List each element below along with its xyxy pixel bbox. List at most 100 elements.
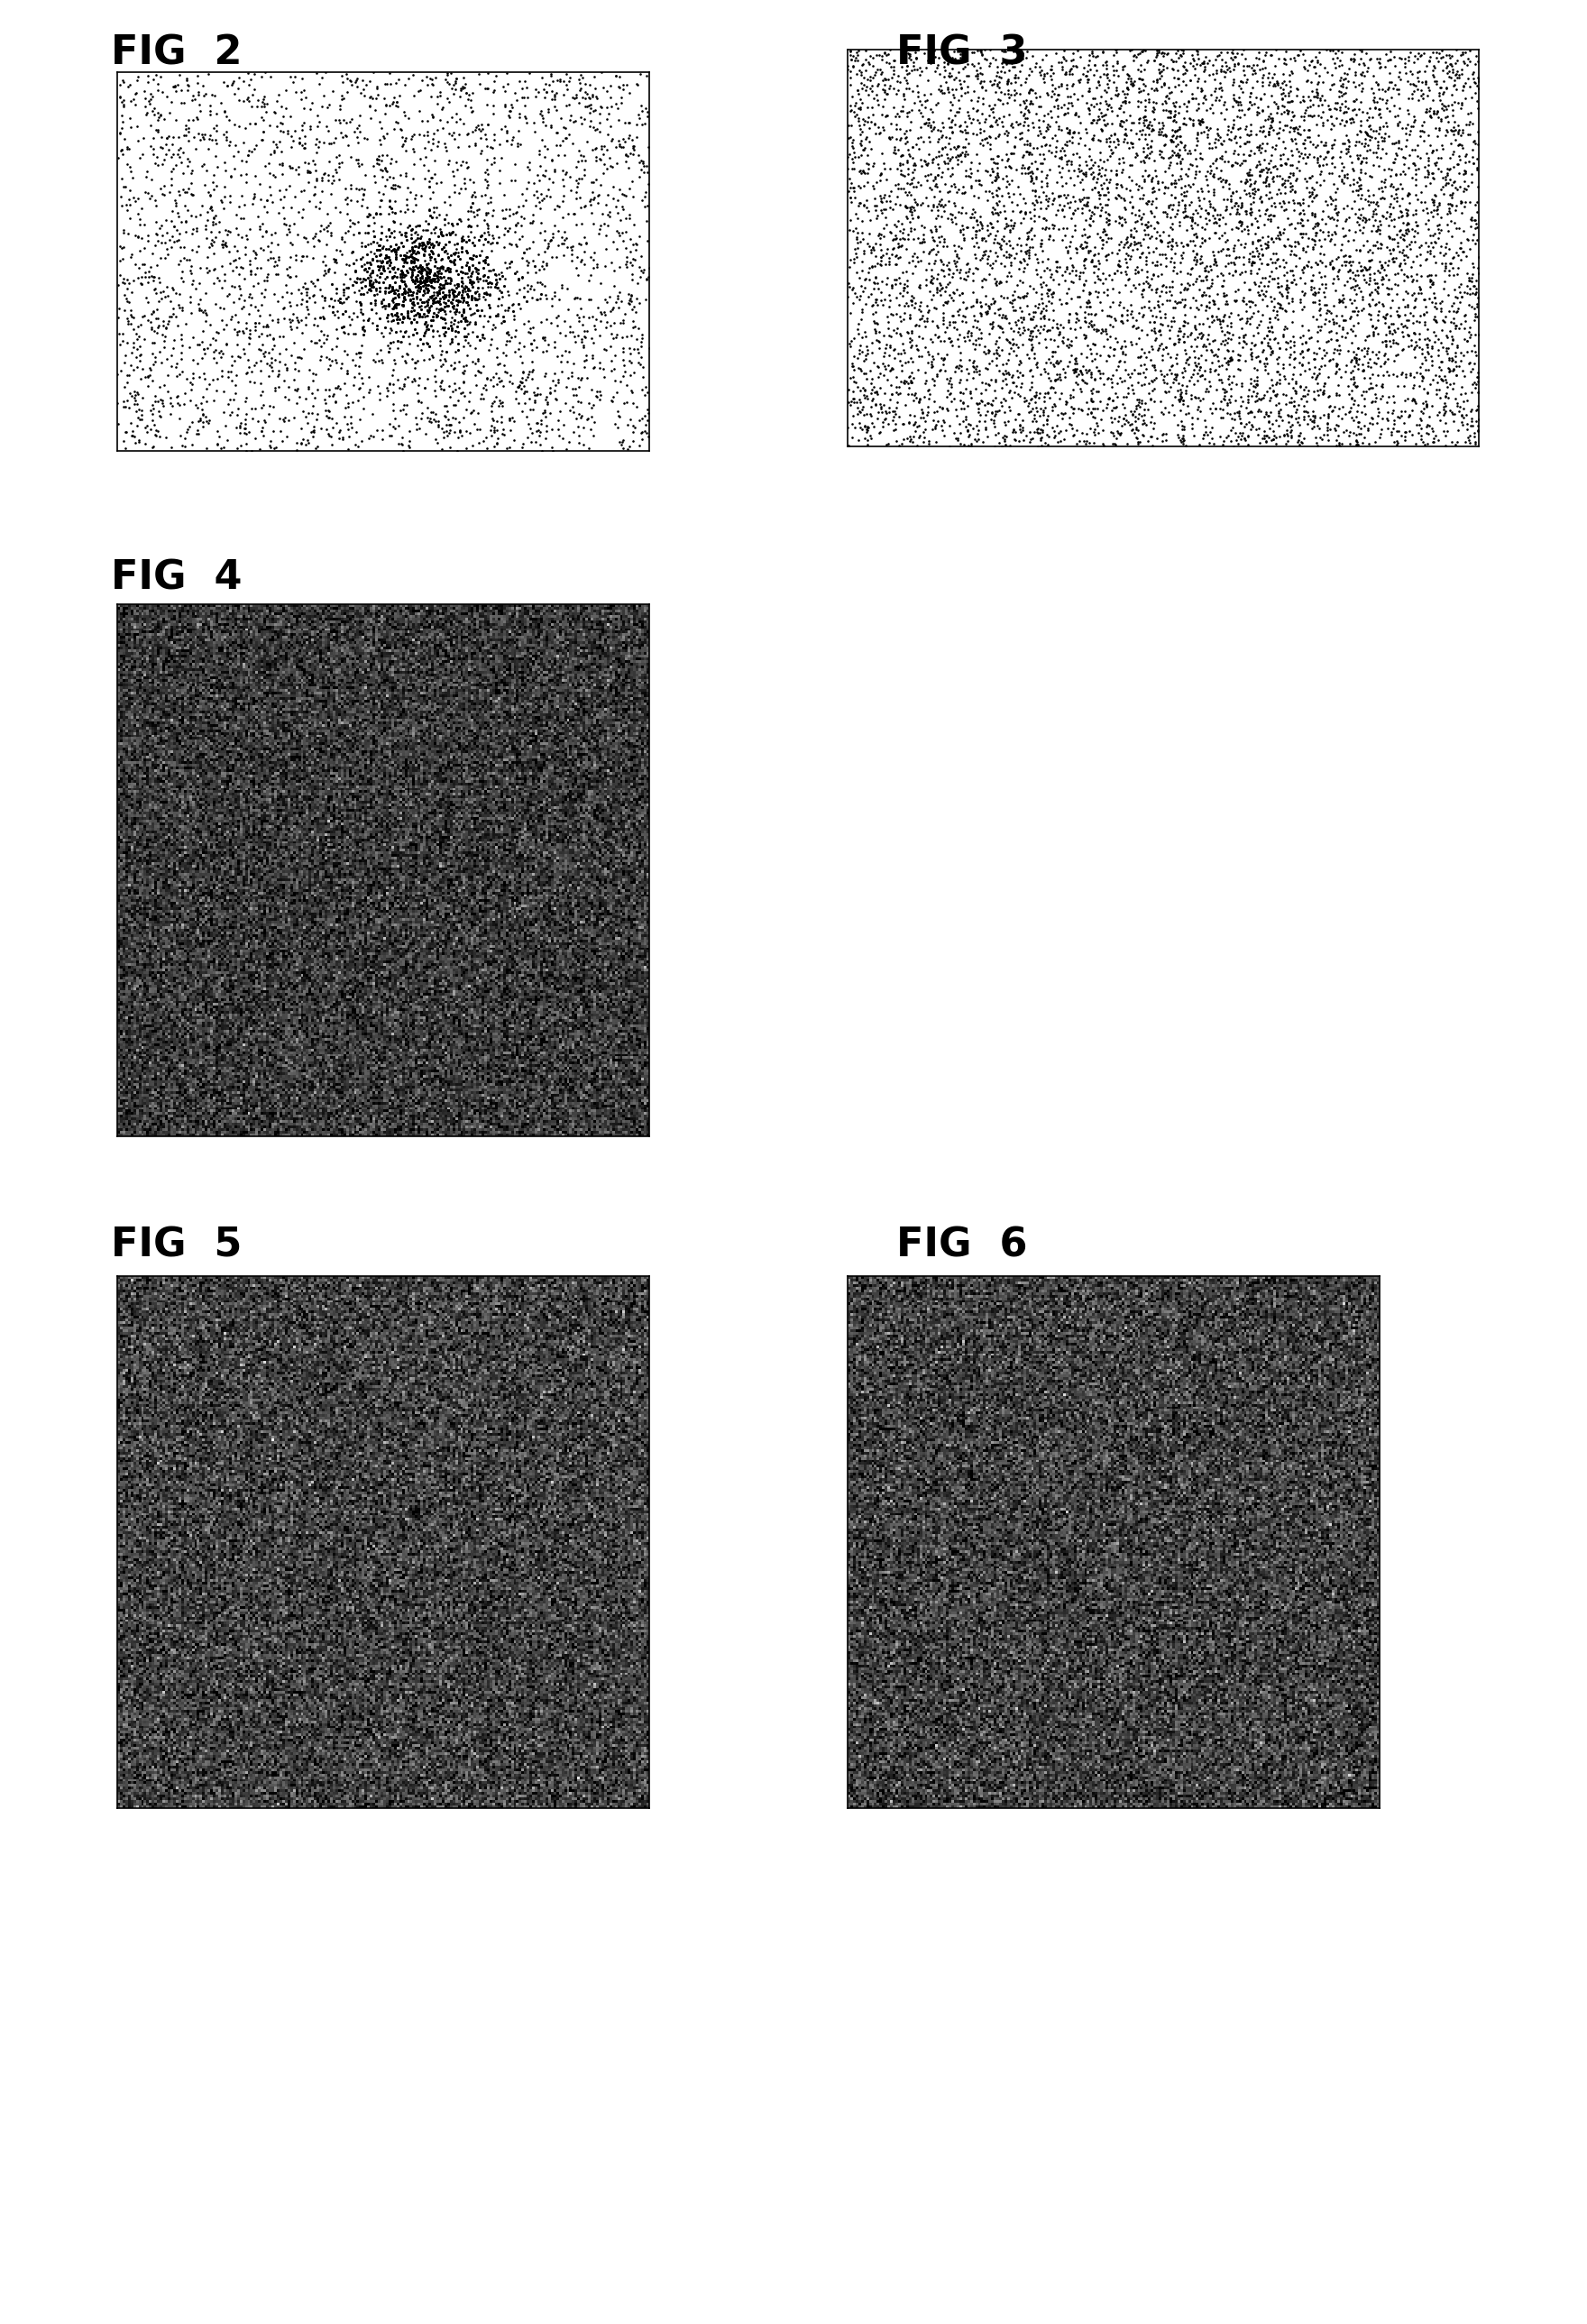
Point [270,279,295,316]
Point [1414,46,1439,84]
Point [1020,418,1046,456]
Point [1443,188,1468,225]
Point [1135,216,1160,253]
Point [1428,244,1454,281]
Point [1397,40,1422,77]
Point [892,265,917,302]
Point [371,270,397,307]
Point [1278,146,1303,184]
Point [979,307,1005,344]
Point [1228,202,1254,239]
Point [1358,242,1384,279]
Point [1100,56,1125,93]
Point [1157,209,1182,246]
Point [1160,346,1185,383]
Point [1343,367,1368,404]
Point [995,63,1020,100]
Point [144,146,170,184]
Point [1136,139,1162,177]
Point [1441,258,1466,295]
Point [455,221,481,258]
Point [438,263,463,300]
Point [1227,67,1252,105]
Point [890,146,916,184]
Point [595,177,621,214]
Point [552,383,578,421]
Point [1122,225,1147,263]
Point [292,72,317,109]
Point [438,251,463,288]
Point [1266,184,1292,221]
Point [1238,84,1263,121]
Point [1449,91,1474,128]
Point [860,381,886,418]
Point [386,302,411,339]
Point [417,253,443,290]
Point [1343,42,1368,79]
Point [330,79,355,116]
Point [1333,318,1358,356]
Point [1300,409,1325,446]
Point [1416,156,1441,193]
Point [1065,33,1090,70]
Point [624,119,649,156]
Point [360,53,386,91]
Point [892,295,917,332]
Point [192,302,217,339]
Point [982,105,1008,142]
Point [143,270,168,307]
Point [621,302,646,339]
Point [1251,107,1276,144]
Point [1128,290,1154,328]
Point [343,60,368,98]
Point [1368,211,1393,249]
Point [1006,395,1032,432]
Point [1371,107,1397,144]
Point [555,70,581,107]
Point [340,367,365,404]
Point [386,425,411,462]
Point [1165,356,1190,393]
Point [160,330,186,367]
Point [1130,179,1155,216]
Point [1449,370,1474,407]
Point [1092,156,1117,193]
Point [1201,425,1227,462]
Point [1249,153,1274,191]
Point [463,260,489,297]
Point [1265,65,1290,102]
Point [1239,244,1265,281]
Point [398,218,424,256]
Point [186,388,211,425]
Point [181,263,206,300]
Point [1330,77,1355,114]
Point [986,149,1011,186]
Point [857,70,882,107]
Point [525,411,551,449]
Point [863,386,889,423]
Point [1295,228,1320,265]
Point [1174,198,1200,235]
Point [1071,211,1097,249]
Point [1068,105,1093,142]
Point [982,407,1008,444]
Point [1190,105,1216,142]
Point [1371,251,1397,288]
Point [1243,56,1268,93]
Point [376,195,402,232]
Point [392,365,417,402]
Point [920,109,946,146]
Point [425,253,451,290]
Point [1173,270,1198,307]
Point [375,221,400,258]
Point [1309,77,1335,114]
Point [1463,288,1489,325]
Point [1374,228,1400,265]
Point [397,272,422,309]
Point [405,279,430,316]
Point [909,297,935,335]
Point [1105,414,1130,451]
Point [1100,365,1125,402]
Point [1319,216,1344,253]
Point [121,328,146,365]
